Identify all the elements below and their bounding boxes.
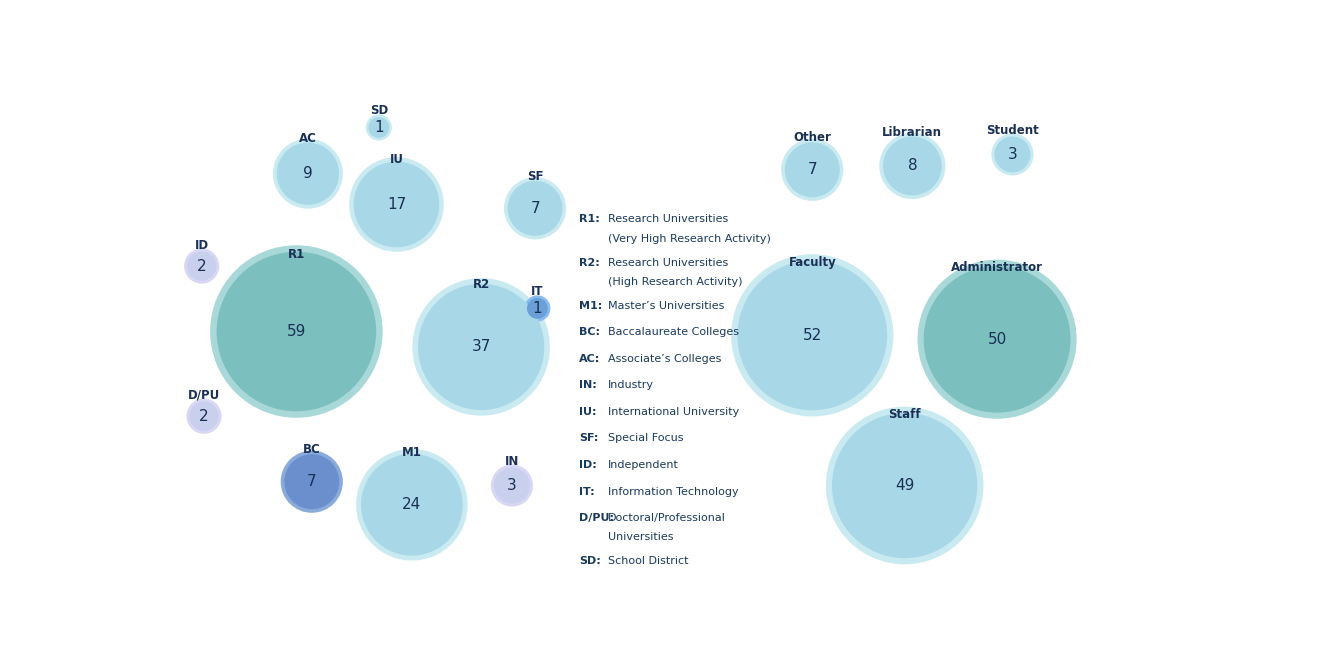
Text: BC:: BC: (579, 327, 600, 337)
Circle shape (992, 134, 1033, 176)
Circle shape (826, 407, 984, 565)
Text: Administrator: Administrator (951, 261, 1042, 274)
Text: Universities: Universities (608, 532, 673, 542)
Circle shape (879, 133, 946, 199)
Circle shape (353, 162, 440, 247)
Text: Master’s Universities: Master’s Universities (608, 301, 725, 311)
Circle shape (494, 468, 530, 503)
Text: Faculty: Faculty (789, 256, 837, 269)
Text: M1:: M1: (579, 301, 602, 311)
Text: Librarian: Librarian (882, 126, 943, 139)
Circle shape (216, 252, 376, 411)
Text: Student: Student (987, 124, 1038, 137)
Text: Associate’s Colleges: Associate’s Colleges (608, 354, 721, 364)
Text: School District: School District (608, 556, 689, 566)
Text: (Very High Research Activity): (Very High Research Activity) (608, 234, 772, 243)
Text: AC: AC (299, 132, 317, 145)
Text: IU:: IU: (579, 407, 596, 417)
Text: SD:: SD: (579, 556, 600, 566)
Text: 49: 49 (895, 478, 915, 493)
Text: 1: 1 (533, 301, 542, 316)
Circle shape (503, 177, 566, 240)
Text: Other: Other (793, 132, 831, 144)
Text: SF: SF (527, 170, 543, 183)
Circle shape (924, 266, 1070, 413)
Circle shape (732, 254, 894, 417)
Text: Baccalaureate Colleges: Baccalaureate Colleges (608, 327, 740, 337)
Text: R2: R2 (473, 278, 490, 291)
Text: D/PU:: D/PU: (579, 513, 614, 523)
Circle shape (187, 251, 216, 281)
Circle shape (356, 449, 467, 561)
Text: 3: 3 (1008, 147, 1017, 162)
Circle shape (186, 399, 222, 434)
Text: R1:: R1: (579, 215, 600, 224)
Text: (High Research Activity): (High Research Activity) (608, 276, 742, 287)
Circle shape (349, 157, 444, 252)
Text: Special Focus: Special Focus (608, 434, 684, 443)
Circle shape (781, 139, 843, 201)
Circle shape (785, 142, 839, 197)
Circle shape (507, 181, 563, 236)
Text: International University: International University (608, 407, 740, 417)
Circle shape (525, 295, 550, 322)
Text: ID: ID (195, 239, 208, 251)
Text: IN:: IN: (579, 380, 596, 390)
Text: IT: IT (531, 285, 543, 297)
Text: 8: 8 (907, 159, 918, 174)
Text: SF:: SF: (579, 434, 599, 443)
Circle shape (995, 136, 1031, 172)
Text: 9: 9 (303, 166, 313, 181)
Circle shape (527, 298, 547, 319)
Text: 2: 2 (199, 409, 208, 424)
Text: Independent: Independent (608, 460, 679, 470)
Circle shape (918, 260, 1077, 418)
Text: BC: BC (303, 443, 320, 456)
Text: D/PU: D/PU (187, 389, 220, 402)
Circle shape (883, 137, 942, 195)
Text: 3: 3 (507, 478, 517, 493)
Circle shape (737, 261, 887, 410)
Circle shape (413, 278, 550, 416)
Circle shape (276, 143, 339, 205)
Text: 24: 24 (402, 497, 421, 513)
Text: Doctoral/Professional: Doctoral/Professional (608, 513, 726, 523)
Circle shape (831, 413, 977, 558)
Text: IT:: IT: (579, 486, 595, 497)
Text: Research Universities: Research Universities (608, 257, 729, 268)
Text: Research Universities: Research Universities (608, 215, 729, 224)
Text: SD: SD (369, 104, 388, 116)
Circle shape (365, 114, 392, 141)
Text: M1: M1 (402, 446, 422, 459)
Text: Information Technology: Information Technology (608, 486, 738, 497)
Circle shape (361, 454, 462, 555)
Text: 7: 7 (307, 474, 316, 489)
Text: 50: 50 (988, 332, 1007, 347)
Text: 52: 52 (802, 328, 822, 343)
Text: Industry: Industry (608, 380, 655, 390)
Text: 59: 59 (287, 324, 305, 339)
Text: ID:: ID: (579, 460, 596, 470)
Text: 37: 37 (471, 340, 491, 355)
Text: 17: 17 (386, 197, 406, 212)
Circle shape (280, 451, 343, 513)
Text: Staff: Staff (888, 408, 922, 421)
Text: IN: IN (505, 455, 519, 468)
Text: 7: 7 (807, 163, 817, 177)
Circle shape (418, 284, 544, 410)
Text: R2:: R2: (579, 257, 600, 268)
Circle shape (491, 465, 533, 507)
Text: 7: 7 (530, 201, 540, 216)
Text: 1: 1 (374, 120, 384, 135)
Circle shape (210, 245, 382, 418)
Circle shape (185, 249, 219, 284)
Text: 2: 2 (197, 259, 206, 274)
Circle shape (190, 401, 219, 431)
Circle shape (274, 139, 343, 209)
Text: AC:: AC: (579, 354, 600, 364)
Circle shape (368, 117, 389, 138)
Text: R1: R1 (288, 248, 305, 261)
Text: IU: IU (389, 153, 404, 166)
Circle shape (284, 454, 339, 509)
